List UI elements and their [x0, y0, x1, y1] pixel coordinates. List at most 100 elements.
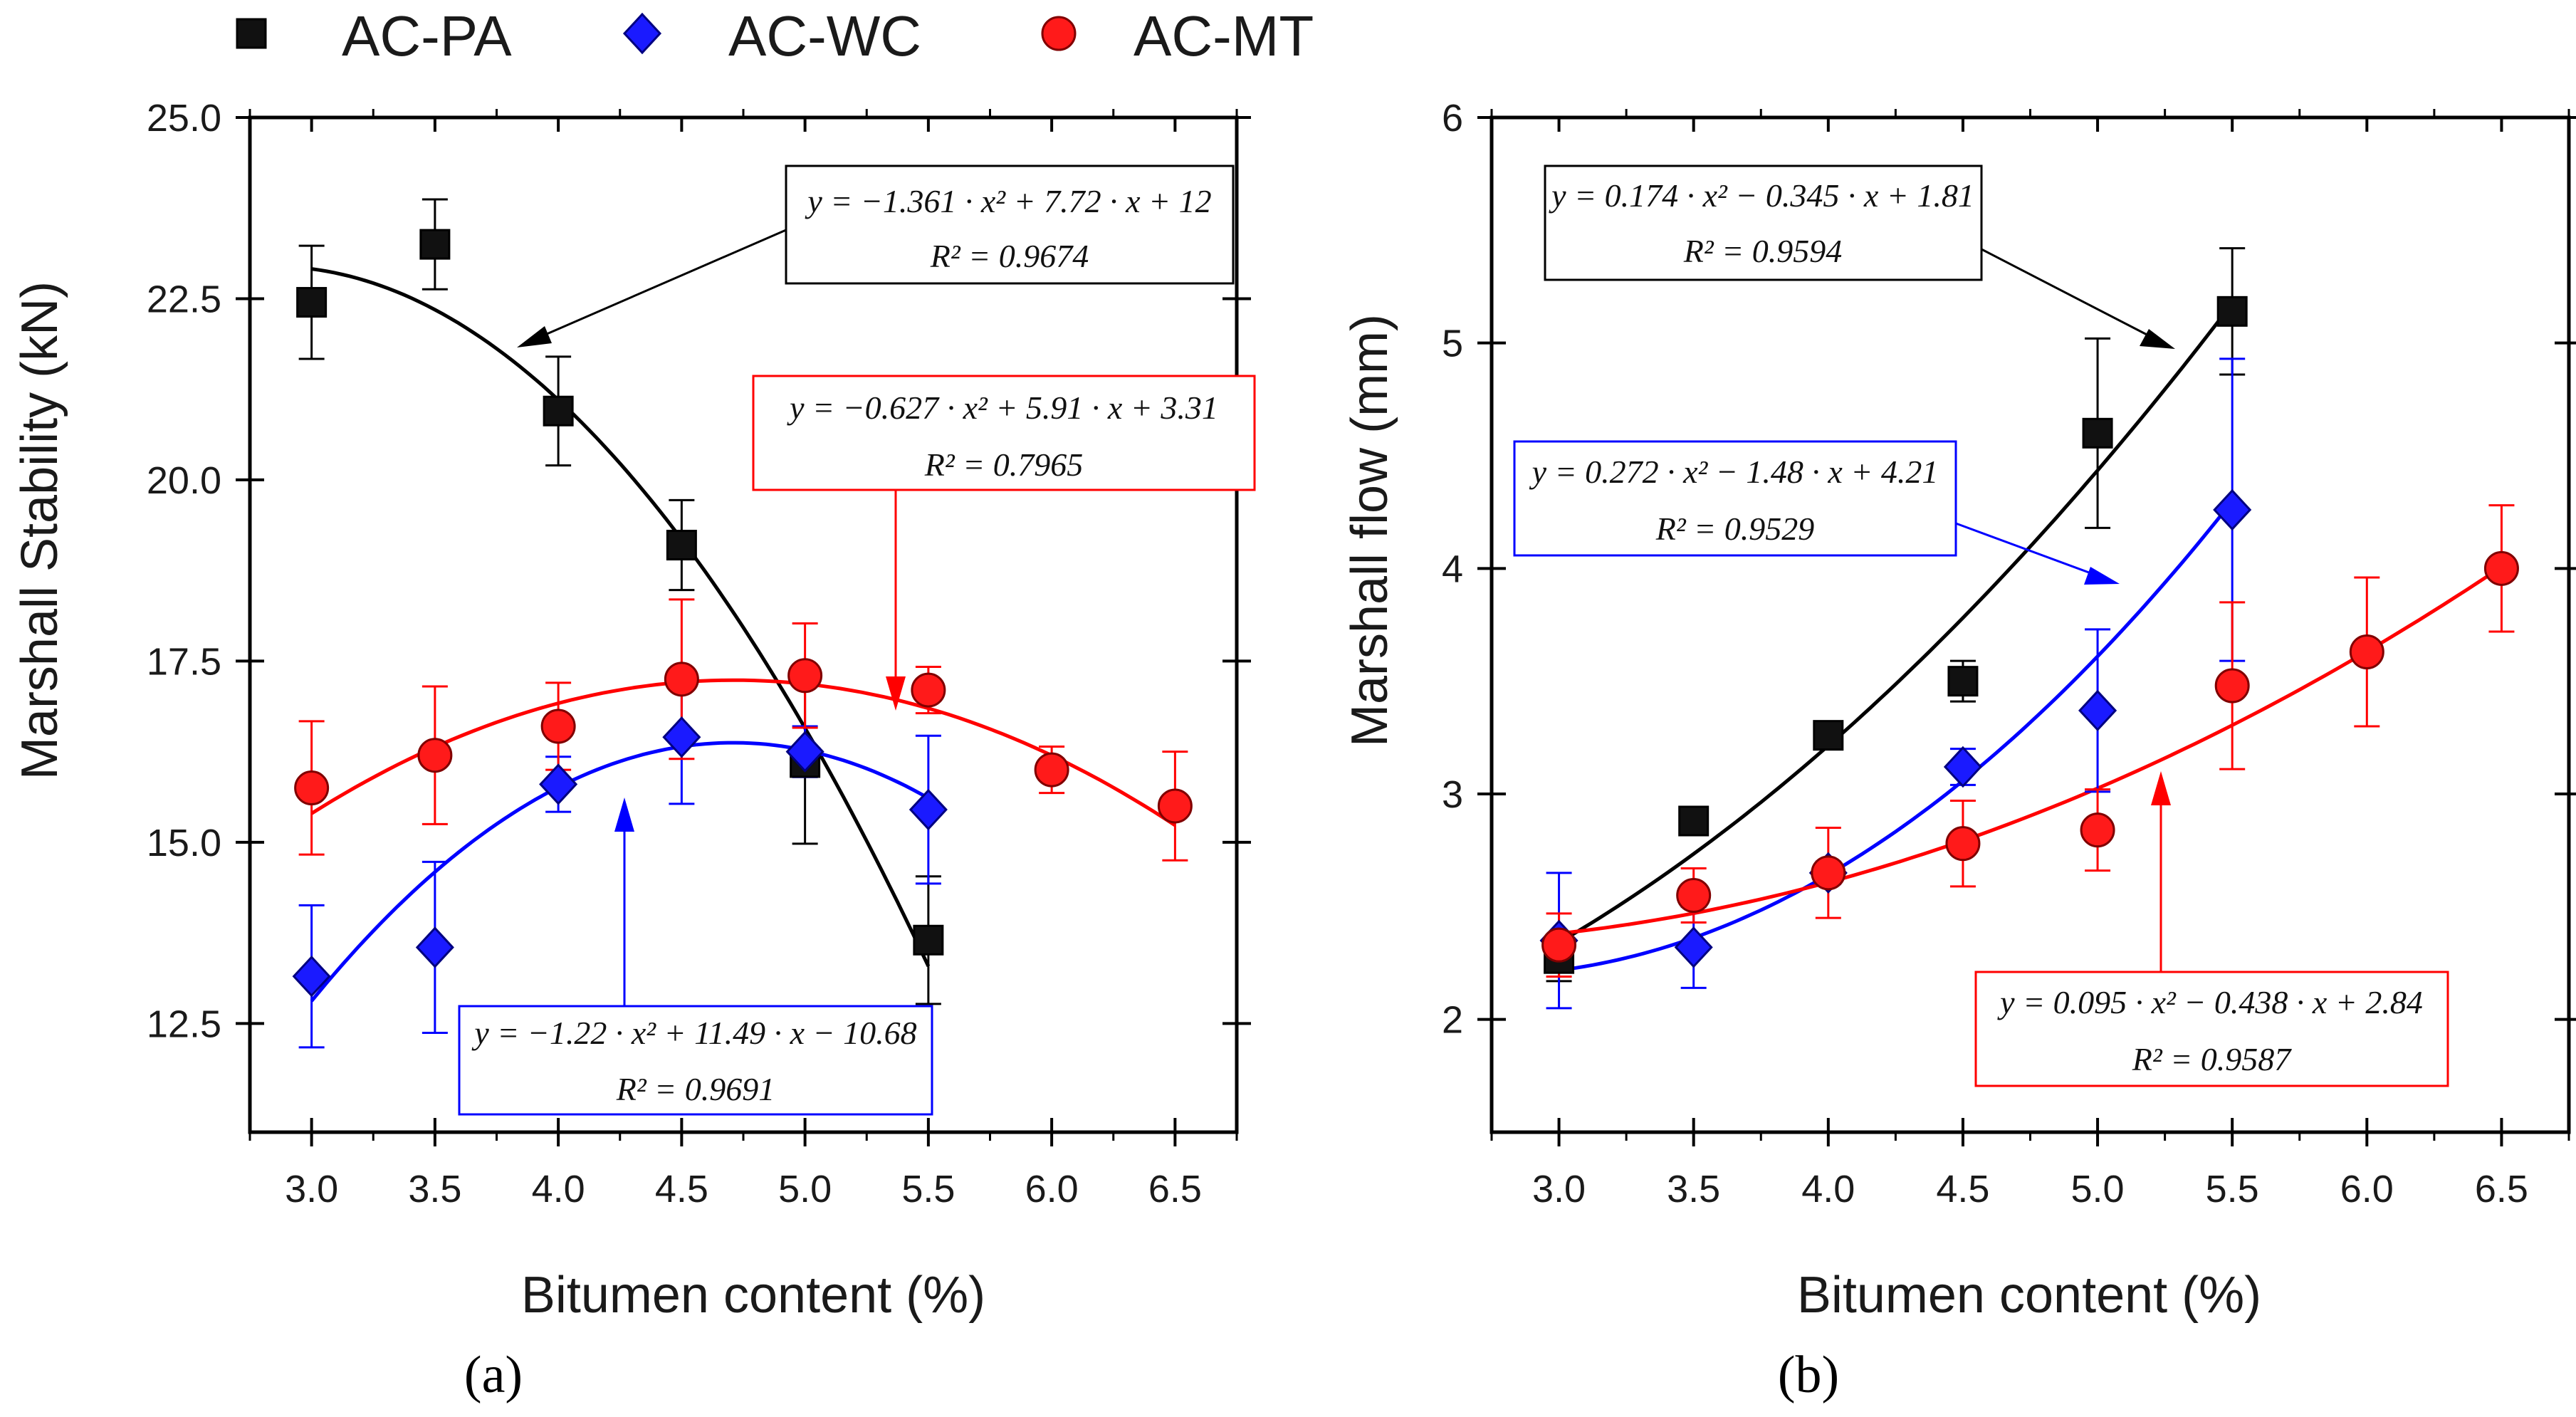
equation-box — [1544, 164, 1983, 281]
data-point-ac-wc — [662, 716, 701, 758]
y-tick-label: 22.5 — [147, 278, 221, 320]
data-point-ac-pa — [2082, 417, 2113, 449]
data-point-ac-mt — [787, 658, 823, 694]
fit-curve-ac-wc — [310, 741, 930, 1003]
x-tick-label: 3.0 — [285, 1168, 338, 1211]
y-tick-label: 12.5 — [147, 1003, 221, 1045]
data-point-ac-mt — [1811, 855, 1846, 891]
x-tick-label: 5.0 — [778, 1168, 832, 1211]
data-point-ac-mt — [2483, 550, 2519, 586]
x-tick-label: 6.0 — [2340, 1168, 2394, 1211]
fit-annotation-ac-pa: y = −1.361 · x² + 7.72 · x + 12 R² = 0.9… — [517, 164, 1235, 347]
equation-text: y = −1.361 · x² + 7.72 · x + 12 — [805, 183, 1211, 219]
x-tick-label: 6.0 — [1025, 1168, 1079, 1211]
data-point-ac-wc — [292, 955, 331, 998]
r-squared-text: R² = 0.9587 — [2132, 1041, 2292, 1077]
equation-box — [1974, 971, 2449, 1087]
x-tick-label: 5.0 — [2071, 1168, 2125, 1211]
r-squared-text: R² = 0.9674 — [930, 238, 1089, 274]
arrowhead-icon — [517, 326, 552, 347]
x-tick-label: 3.5 — [408, 1168, 461, 1211]
data-point-ac-mt — [1945, 826, 1981, 862]
fit-curves — [1558, 302, 2503, 973]
x-tick-label: 4.5 — [1936, 1168, 1989, 1211]
y-tick-label: 5 — [1442, 323, 1463, 365]
data-point-ac-pa — [296, 287, 328, 318]
pointer-arrow — [525, 229, 787, 345]
error-bars — [298, 198, 1188, 1049]
y-tick-label: 20.0 — [147, 459, 221, 502]
fit-curve-ac-mt — [310, 678, 1176, 827]
data-point-ac-wc — [415, 926, 454, 968]
data-point-ac-pa — [913, 924, 944, 956]
data-point-ac-mt — [540, 708, 576, 744]
fit-curves — [310, 267, 1176, 1003]
data-point-ac-mt — [664, 662, 699, 697]
data-point-ac-mt — [1034, 752, 1069, 788]
data-point-ac-pa — [543, 395, 574, 427]
equation-box — [785, 164, 1235, 285]
r-squared-text: R² = 0.7965 — [924, 446, 1083, 483]
data-point-ac-mt — [1676, 878, 1712, 913]
y-tick-label: 3 — [1442, 773, 1463, 816]
fit-curve-ac-mt — [1559, 565, 2503, 936]
equation-box — [752, 375, 1256, 491]
fit-curve-ac-pa — [311, 267, 931, 967]
equation-text: y = 0.272 · x² − 1.48 · x + 4.21 — [1529, 454, 1939, 490]
panel-a-marshall-stability: 3.0 3.5 4.0 4.5 5.0 5.5 6.0 6.5 12.5 15.0 17.5 20.0… — [11, 97, 1256, 1404]
y-axis-title: Marshall flow (mm) — [1341, 314, 1398, 747]
y-tick-label: 2 — [1442, 999, 1463, 1042]
data-point-ac-mt — [2080, 812, 2115, 848]
data-point-ac-pa — [1813, 720, 1844, 751]
x-tick-label: 5.5 — [2206, 1168, 2259, 1211]
legend-marker-ac-wc — [622, 12, 662, 55]
y-tick-label: 25.0 — [147, 97, 221, 140]
data-point-ac-mt — [1157, 788, 1193, 824]
pointer-arrow — [1955, 522, 2095, 576]
arrowhead-icon — [2084, 567, 2120, 585]
data-point-ac-wc — [1943, 746, 1982, 788]
r-squared-text: R² = 0.9594 — [1683, 233, 1842, 269]
equation-text: y = 0.095 · x² − 0.438 · x + 2.84 — [1997, 984, 2423, 1020]
data-point-ac-mt — [1541, 927, 1577, 963]
x-tick-label: 5.5 — [901, 1168, 955, 1211]
fit-annotation-ac-pa: y = 0.174 · x² − 0.345 · x + 1.81 R² = 0… — [1544, 164, 2175, 349]
data-point-ac-wc — [1674, 926, 1713, 968]
equation-text: y = −1.22 · x² + 11.49 · x − 10.68 — [471, 1015, 916, 1051]
y-axis-title: Marshall Stability (kN) — [11, 281, 68, 780]
x-tick-label: 3.5 — [1667, 1168, 1720, 1211]
y-tick-label: 15.0 — [147, 822, 221, 864]
x-tick-label: 6.5 — [2475, 1168, 2528, 1211]
data-point-ac-mt — [2214, 668, 2250, 704]
data-point-ac-wc — [785, 731, 824, 773]
r-squared-text: R² = 0.9691 — [616, 1071, 775, 1107]
legend: AC-PA AC-WC AC-MT — [236, 4, 1314, 68]
fit-curve-ac-wc — [1559, 500, 2234, 973]
x-tick-label: 3.0 — [1532, 1168, 1586, 1211]
panel-label: (a) — [464, 1346, 523, 1404]
fit-annotation-ac-wc: y = −1.22 · x² + 11.49 · x − 10.68 R² = … — [458, 798, 933, 1116]
axis-ticks: 3.0 3.5 4.0 4.5 5.0 5.5 6.0 6.5 2 3 4 5 6 — [1442, 97, 2576, 1211]
r-squared-text: R² = 0.9529 — [1655, 511, 1814, 547]
data-point-ac-mt — [911, 672, 946, 708]
y-tick-label: 17.5 — [147, 640, 221, 683]
x-axis-title: Bitumen content (%) — [521, 1267, 985, 1324]
equation-box — [458, 1005, 933, 1116]
data-point-ac-wc — [2213, 488, 2252, 531]
data-point-ac-pa — [666, 530, 697, 561]
arrowhead-icon — [2140, 329, 2175, 349]
y-tick-label: 4 — [1442, 548, 1463, 590]
legend-label-ac-mt: AC-MT — [1133, 4, 1314, 68]
data-point-ac-wc — [2078, 689, 2117, 732]
arrowhead-icon — [2151, 771, 2171, 805]
legend-label-ac-pa: AC-PA — [342, 4, 512, 68]
x-axis-title: Bitumen content (%) — [1797, 1267, 2261, 1324]
fit-annotation-ac-wc: y = 0.272 · x² − 1.48 · x + 4.21 R² = 0.… — [1513, 440, 2120, 585]
legend-marker-ac-pa — [236, 18, 267, 49]
equation-text: y = −0.627 · x² + 5.91 · x + 3.31 — [787, 389, 1218, 426]
legend-marker-ac-mt — [1041, 16, 1077, 51]
fit-annotation-ac-mt: y = −0.627 · x² + 5.91 · x + 3.31 R² = 0… — [752, 375, 1256, 711]
x-tick-label: 4.5 — [655, 1168, 708, 1211]
x-tick-label: 6.5 — [1148, 1168, 1202, 1211]
